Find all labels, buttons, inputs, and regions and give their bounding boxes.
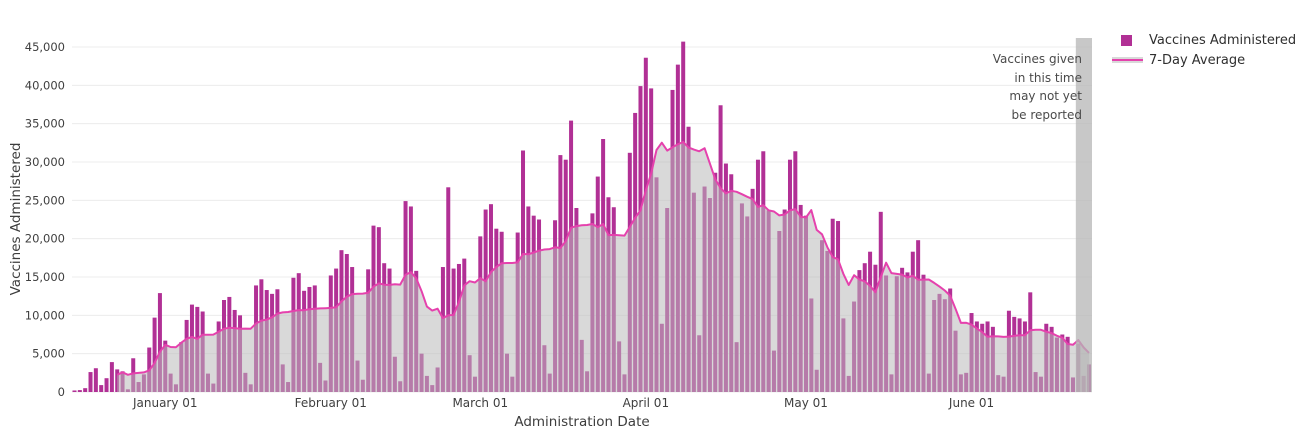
x-tick-label: April 01 xyxy=(623,396,670,410)
avg-area xyxy=(117,142,1089,392)
bar[interactable] xyxy=(104,378,109,392)
annotation-line: be reported xyxy=(1011,107,1082,122)
line-swatch-icon xyxy=(1112,57,1143,63)
bar[interactable] xyxy=(152,317,157,392)
legend-item-vaccines-administered[interactable]: Vaccines Administered xyxy=(1112,30,1296,50)
legend-label: 7-Day Average xyxy=(1149,52,1246,68)
bar[interactable] xyxy=(99,385,104,392)
y-tick-label: 10,000 xyxy=(25,308,65,322)
x-axis-title: Administration Date xyxy=(514,414,650,430)
x-tick-label: March 01 xyxy=(452,396,508,410)
bar[interactable] xyxy=(157,293,162,392)
y-tick-label: 0 xyxy=(58,385,65,399)
x-tick-label: January 01 xyxy=(132,396,198,410)
annotation-line: Vaccines given xyxy=(992,52,1082,66)
unreported-annotation: Vaccines given in this time may not yet … xyxy=(993,50,1082,124)
y-axis-title: Vaccines Administered xyxy=(8,142,24,296)
y-tick-label: 45,000 xyxy=(25,40,65,54)
legend-item-7-day-average[interactable]: 7-Day Average xyxy=(1112,50,1296,70)
bar[interactable] xyxy=(88,372,93,392)
annotation-line: in this time xyxy=(1014,70,1082,85)
legend: Vaccines Administered 7-Day Average xyxy=(1112,30,1296,70)
bar[interactable] xyxy=(109,362,114,392)
bar[interactable] xyxy=(77,390,82,392)
x-tick-label: May 01 xyxy=(784,396,828,410)
legend-label: Vaccines Administered xyxy=(1149,32,1297,48)
y-tick-label: 15,000 xyxy=(25,270,65,284)
y-tick-label: 35,000 xyxy=(25,117,65,131)
avg-line xyxy=(116,141,1090,376)
bar-swatch-icon xyxy=(1121,34,1132,46)
bar[interactable] xyxy=(83,388,88,392)
bar[interactable] xyxy=(446,187,451,392)
y-tick-label: 30,000 xyxy=(25,155,65,169)
bar[interactable] xyxy=(72,390,77,392)
y-tick-label: 5,000 xyxy=(32,347,65,361)
x-tick-label: June 01 xyxy=(948,396,994,410)
y-tick-label: 25,000 xyxy=(25,193,65,207)
bar[interactable] xyxy=(93,368,98,392)
y-tick-label: 20,000 xyxy=(25,232,65,246)
legend-swatch-line-stroke xyxy=(1112,59,1143,61)
annotation-line: may not yet xyxy=(1009,89,1082,103)
unreported-band xyxy=(1075,38,1092,392)
y-tick-label: 40,000 xyxy=(25,78,65,92)
x-tick-label: February 01 xyxy=(295,396,367,410)
